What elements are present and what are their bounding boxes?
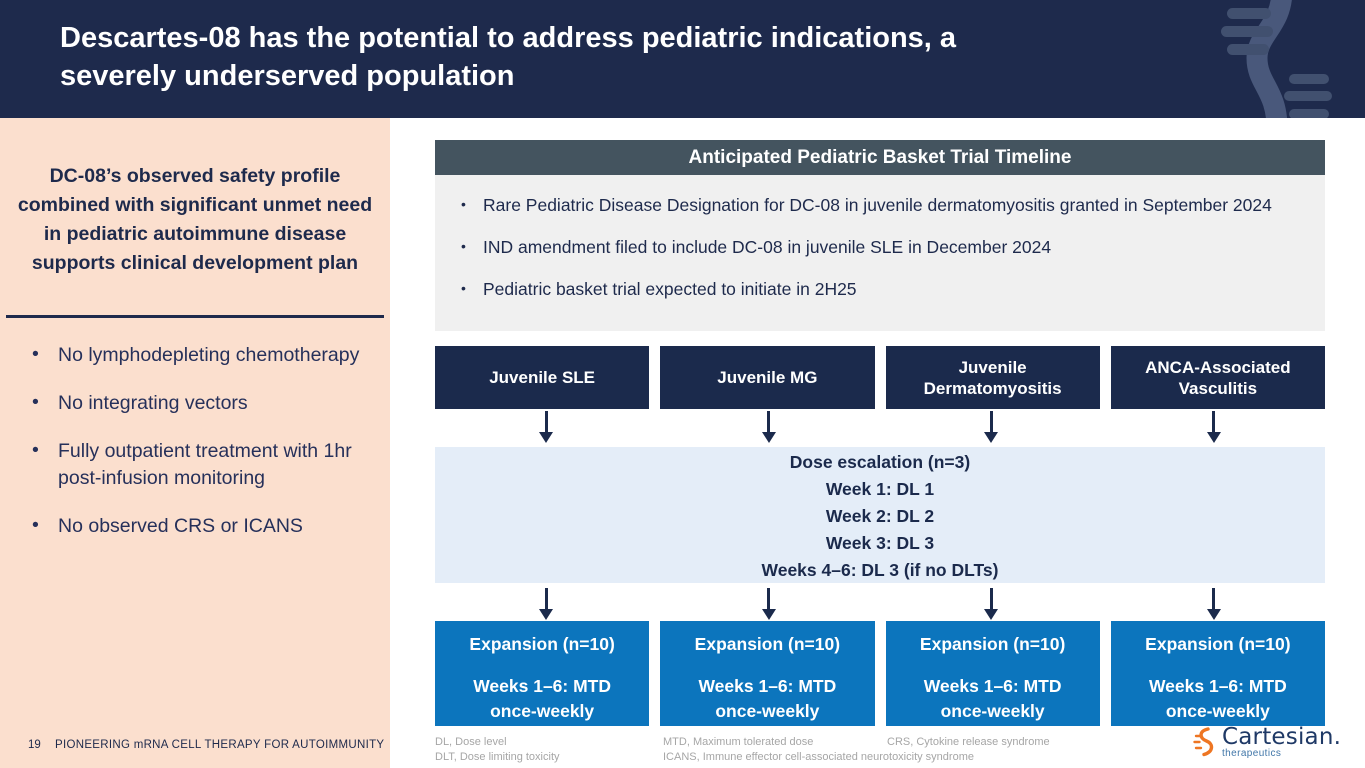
arrow-down-icon [1206, 588, 1221, 620]
footnote-line: DLT, Dose limiting toxicity [435, 750, 560, 763]
arrow-down-icon [539, 411, 554, 443]
expansion-line: Expansion (n=10) [469, 634, 615, 654]
expansion-box: Expansion (n=10) Weeks 1–6: MTD once-wee… [660, 621, 875, 726]
timeline-bullets-panel: Rare Pediatric Disease Designation for D… [435, 175, 1325, 331]
footer-tagline: PIONEERING mRNA CELL THERAPY FOR AUTOIMM… [55, 739, 385, 751]
rna-strand-watermark-icon [1185, 0, 1365, 129]
expansion-line: once-weekly [1165, 701, 1270, 721]
expansion-line: Weeks 1–6: MTD [1148, 676, 1287, 696]
dose-escalation-line: Week 1: DL 1 [825, 479, 935, 499]
expansion-line: once-weekly [715, 701, 820, 721]
expansion-row: Expansion (n=10) Weeks 1–6: MTD once-wee… [435, 621, 1325, 726]
arrow-down-icon [761, 588, 776, 620]
expansion-line: Expansion (n=10) [1145, 634, 1291, 654]
page-title-line-2: severely underserved population [60, 60, 515, 92]
indication-label: Juvenile MG [717, 368, 818, 387]
timeline-bullet: Pediatric basket trial expected to initi… [455, 276, 1277, 302]
page-title-line-1: Descartes-08 has the potential to addres… [60, 22, 957, 54]
dose-escalation-line: Week 3: DL 3 [825, 533, 935, 553]
arrow-down-icon [984, 411, 999, 443]
sidebar-divider [6, 315, 384, 318]
sidebar: DC-08’s observed safety profile combined… [0, 118, 390, 768]
dose-escalation-panel: Dose escalation (n=3) Week 1: DL 1 Week … [435, 447, 1325, 583]
footnote-crs: CRS, Cytokine release syndrome [887, 735, 1050, 750]
arrow-down-icon [761, 411, 776, 443]
sidebar-bullet: No observed CRS or ICANS [30, 512, 362, 540]
cartesian-logo-subtitle: therapeutics [1222, 748, 1282, 759]
expansion-line: Expansion (n=10) [919, 634, 1066, 654]
timeline-bullet: Rare Pediatric Disease Designation for D… [455, 192, 1277, 218]
indication-row: Juvenile SLE Juvenile MG Juvenile Dermat… [435, 346, 1325, 409]
expansion-box: Expansion (n=10) Weeks 1–6: MTD once-wee… [885, 621, 1100, 726]
footnote-line: DL, Dose level [435, 736, 507, 748]
arrow-row-top [435, 411, 1325, 443]
indication-box-anca-vasculitis: ANCA-Associated Vasculitis [1110, 346, 1325, 409]
sidebar-bullet: No integrating vectors [30, 389, 362, 417]
dose-escalation-line: Weeks 4–6: DL 3 (if no DLTs) [761, 560, 999, 580]
indication-box-juvenile-dermatomyositis: Juvenile Dermatomyositis [885, 346, 1100, 409]
indication-label: ANCA-Associated Vasculitis [1145, 357, 1291, 398]
arrow-down-icon [539, 588, 554, 620]
expansion-line: Weeks 1–6: MTD [923, 676, 1062, 696]
sidebar-bullet: No lymphodepleting chemotherapy [30, 341, 362, 369]
sidebar-headline: DC-08’s observed safety profile combined… [17, 165, 373, 274]
cartesian-logo: Cartesian. therapeutics [1192, 725, 1341, 766]
indication-label: Juvenile Dermatomyositis [923, 357, 1062, 398]
page-number: 19 [28, 739, 41, 751]
footnote-line: ICANS, Immune effector cell-associated n… [663, 750, 974, 763]
cartesian-logo-icon [1192, 725, 1218, 766]
arrow-down-icon [984, 588, 999, 620]
expansion-box: Expansion (n=10) Weeks 1–6: MTD once-wee… [435, 621, 650, 726]
footnote-line: CRS, Cytokine release syndrome [887, 736, 1050, 748]
expansion-line: once-weekly [490, 701, 595, 721]
footnote-mtd-icans: MTD, Maximum tolerated dose ICANS, Immun… [663, 735, 974, 764]
expansion-line: Weeks 1–6: MTD [698, 676, 837, 696]
expansion-line: once-weekly [940, 701, 1045, 721]
indication-label: Juvenile SLE [489, 368, 596, 387]
slide-header: Descartes-08 has the potential to addres… [0, 0, 1365, 129]
arrow-down-icon [1206, 411, 1221, 443]
arrow-row-bottom [435, 588, 1325, 620]
indication-box-juvenile-sle: Juvenile SLE [435, 346, 650, 409]
cartesian-logo-name: Cartesian. [1222, 724, 1342, 750]
expansion-box: Expansion (n=10) Weeks 1–6: MTD once-wee… [1110, 621, 1325, 726]
footnote-line: MTD, Maximum tolerated dose [663, 736, 814, 748]
timeline-title-bar: Anticipated Pediatric Basket Trial Timel… [435, 140, 1325, 175]
indication-box-juvenile-mg: Juvenile MG [660, 346, 875, 409]
dose-escalation-line: Dose escalation (n=3) [789, 452, 971, 472]
expansion-line: Weeks 1–6: MTD [473, 676, 612, 696]
main-content: Anticipated Pediatric Basket Trial Timel… [390, 118, 1365, 768]
sidebar-bullet-list: No lymphodepleting chemotherapy No integ… [30, 341, 362, 561]
dose-escalation-line: Week 2: DL 2 [825, 506, 935, 526]
footnote-dose-level: DL, Dose level DLT, Dose limiting toxici… [435, 735, 560, 764]
sidebar-bullet: Fully outpatient treatment with 1hr post… [30, 437, 362, 492]
page-title: Descartes-08 has the potential to addres… [60, 19, 956, 95]
expansion-line: Expansion (n=10) [694, 634, 841, 654]
timeline-bullet: IND amendment filed to include DC-08 in … [455, 234, 1277, 260]
